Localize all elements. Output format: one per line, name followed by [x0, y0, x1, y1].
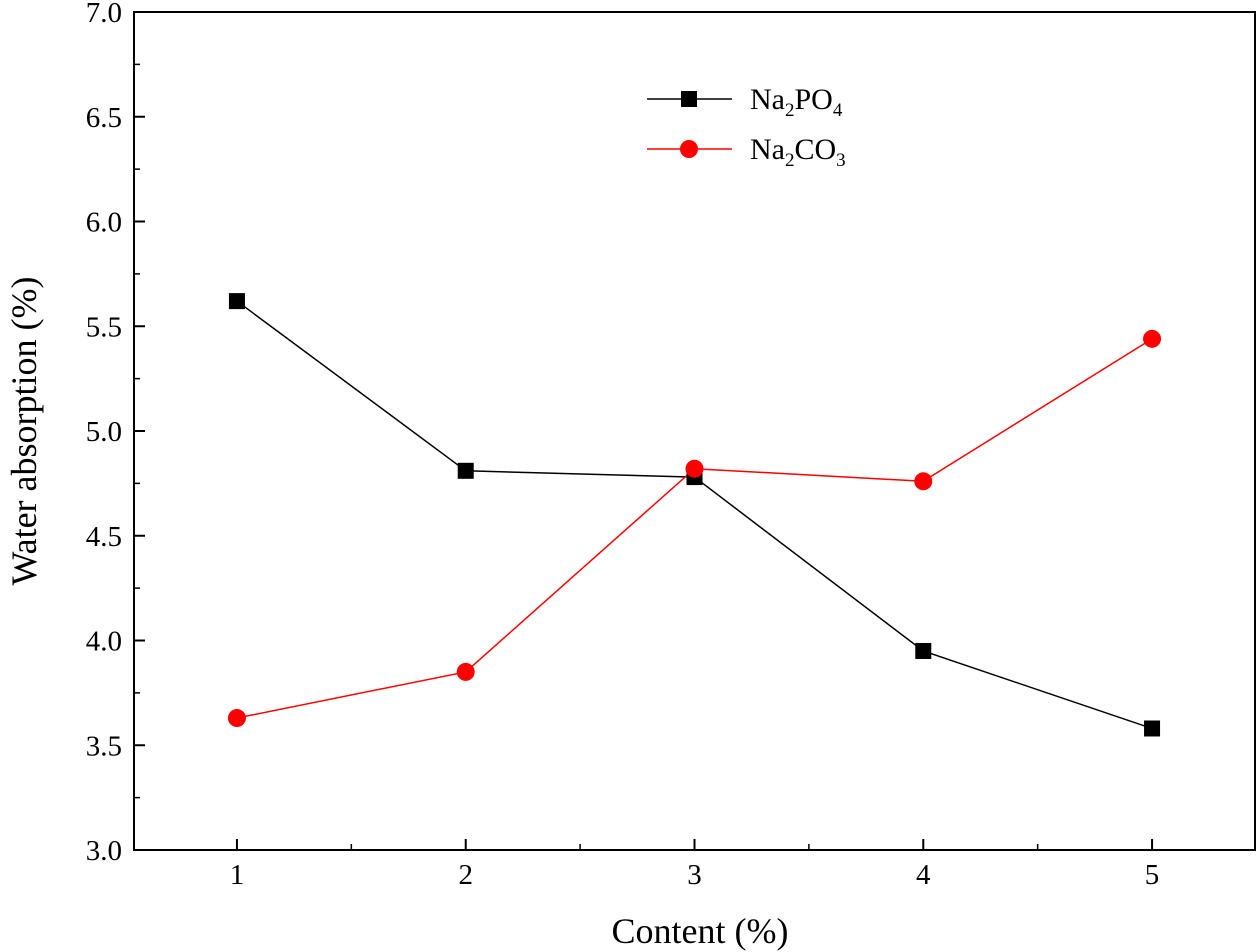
y-axis-ticks: 3.0 3.5 4.0 4.5 5.0 5.5 6.0 6.5 7.0	[86, 0, 145, 867]
legend-marker-na2co3	[680, 140, 698, 158]
x-axis-ticks: 1 2 3 4 5	[230, 839, 1160, 891]
legend-entry-na2co3: Na2CO3	[647, 133, 846, 171]
data-point-circle	[914, 472, 933, 491]
series-line-1	[236, 300, 1153, 730]
legend-entry-na2po4: Na2PO4	[647, 83, 843, 121]
data-point-square	[1144, 720, 1161, 737]
data-point-circle	[685, 459, 704, 478]
series-line-2	[236, 338, 1153, 719]
series-markers	[227, 293, 1162, 737]
data-point-circle	[1143, 329, 1162, 348]
y-tick-label: 4.5	[86, 521, 122, 553]
x-tick-label: 2	[458, 859, 473, 891]
y-tick-label: 4.0	[86, 626, 122, 658]
x-tick-label: 4	[916, 859, 931, 891]
y-tick-label: 6.0	[86, 207, 122, 239]
series-lines	[236, 300, 1153, 730]
plot-area	[133, 11, 1256, 851]
y-tick-label: 3.0	[86, 835, 122, 867]
y-axis-title: Water absorption (%)	[4, 277, 44, 586]
x-tick-label: 3	[687, 859, 702, 891]
data-point-square	[457, 462, 474, 479]
y-tick-label: 6.5	[86, 102, 122, 134]
legend: Na2PO4 Na2CO3	[647, 83, 846, 171]
x-tick-label: 5	[1145, 859, 1160, 891]
data-point-circle	[456, 662, 475, 681]
y-tick-label: 5.0	[86, 416, 122, 448]
y-tick-label: 5.5	[86, 311, 122, 343]
legend-label-na2co3: Na2CO3	[750, 133, 846, 171]
y-tick-label: 7.0	[86, 0, 122, 29]
legend-marker-na2po4	[681, 91, 697, 107]
y-tick-label: 3.5	[86, 730, 122, 762]
legend-label-na2po4: Na2PO4	[750, 83, 843, 121]
x-axis-title: Content (%)	[612, 911, 789, 951]
data-point-circle	[227, 709, 246, 728]
data-point-square	[228, 293, 245, 310]
data-point-square	[915, 642, 932, 659]
x-tick-label: 1	[230, 859, 245, 891]
